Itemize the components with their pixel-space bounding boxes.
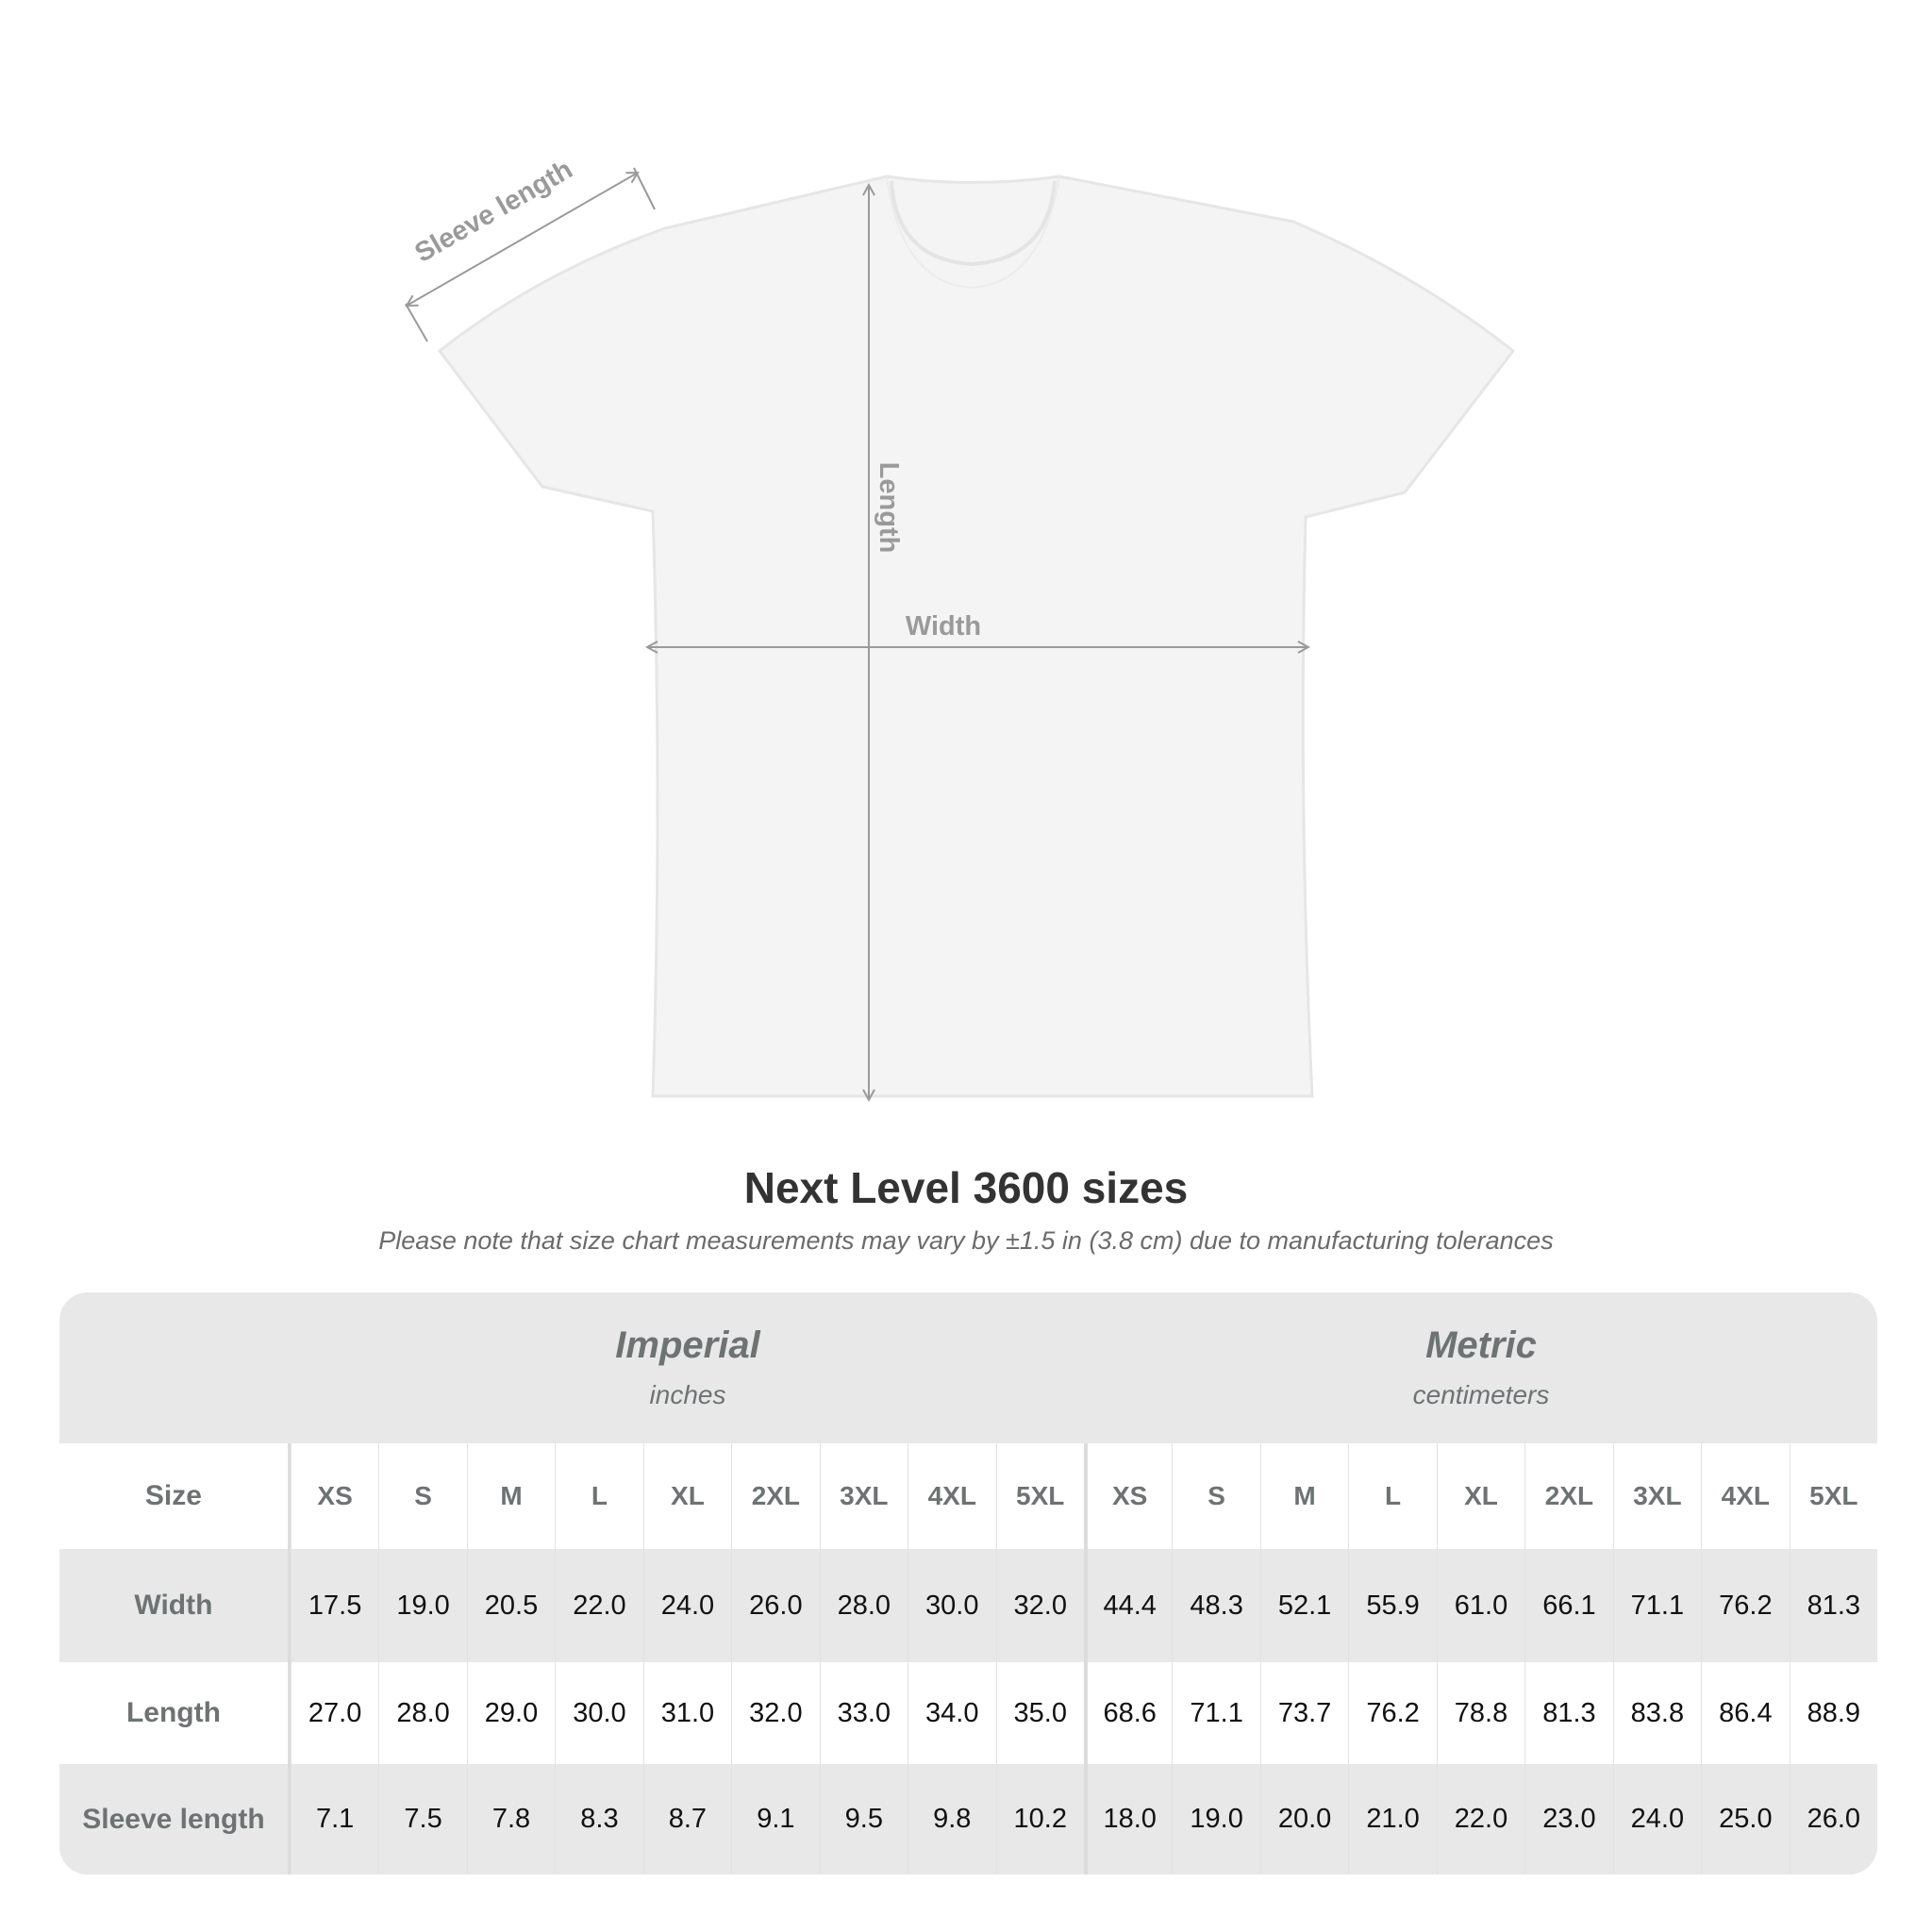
size-imperial: M <box>466 1443 555 1549</box>
imperial-value: 17.5 <box>290 1549 378 1662</box>
imperial-value: 28.0 <box>819 1549 908 1662</box>
metric-value: 52.1 <box>1259 1549 1348 1662</box>
imperial-value: 7.1 <box>290 1764 378 1874</box>
metric-value: 19.0 <box>1172 1764 1259 1874</box>
size-imperial: 2XL <box>731 1443 819 1549</box>
metric-value: 76.2 <box>1701 1549 1789 1662</box>
metric-value: 71.1 <box>1612 1549 1701 1662</box>
imperial-value: 32.0 <box>995 1549 1084 1662</box>
imperial-value: 30.0 <box>908 1549 995 1662</box>
metric-value: 48.3 <box>1172 1549 1259 1662</box>
metric-value: 73.7 <box>1259 1662 1348 1764</box>
size-metric: M <box>1259 1443 1348 1549</box>
sleeve-length-label: Sleeve length <box>410 155 578 269</box>
metric-value: 20.0 <box>1259 1764 1348 1874</box>
table-row: Length 27.0 28.0 29.0 30.0 31.0 32.0 33.0 34.0 35… <box>59 1662 1877 1764</box>
imperial-value: 30.0 <box>555 1662 642 1764</box>
tshirt-shape <box>437 175 1516 1098</box>
metric-value: 81.3 <box>1524 1662 1612 1764</box>
imperial-value: 24.0 <box>642 1549 731 1662</box>
size-metric: 2XL <box>1524 1443 1612 1549</box>
imperial-value: 9.8 <box>908 1764 995 1874</box>
imperial-value: 9.5 <box>819 1764 908 1874</box>
row-label: Width <box>59 1549 291 1662</box>
imperial-header: Imperial inches <box>291 1292 1085 1443</box>
size-imperial: S <box>378 1443 466 1549</box>
page-title: Next Level 3600 sizes <box>743 1163 1189 1212</box>
row-label: Size <box>59 1443 291 1549</box>
size-imperial: 5XL <box>995 1443 1084 1549</box>
metric-value: 23.0 <box>1524 1764 1612 1874</box>
imperial-value: 8.7 <box>642 1764 731 1874</box>
tolerance-note: Please note that size chart measurements… <box>378 1226 1554 1255</box>
imperial-value: 20.5 <box>466 1549 555 1662</box>
metric-value: 22.0 <box>1436 1764 1524 1874</box>
imperial-value: 26.0 <box>731 1549 819 1662</box>
imperial-value: 22.0 <box>555 1549 642 1662</box>
metric-value: 86.4 <box>1701 1662 1789 1764</box>
imperial-unit: inches <box>649 1380 726 1409</box>
size-metric: XS <box>1083 1443 1172 1549</box>
table-row: Sleeve length 7.1 7.5 7.8 8.3 8.7 9.1 9.5 9.8 10.… <box>59 1764 1877 1874</box>
size-metric: 4XL <box>1701 1443 1789 1549</box>
metric-value: 88.9 <box>1789 1662 1877 1764</box>
metric-value: 26.0 <box>1789 1764 1877 1874</box>
sleeve-length-arrow <box>407 173 638 306</box>
metric-title: Metric <box>1425 1324 1537 1366</box>
metric-value: 44.4 <box>1083 1549 1172 1662</box>
imperial-value: 33.0 <box>819 1662 908 1764</box>
metric-value: 76.2 <box>1348 1662 1436 1764</box>
metric-value: 61.0 <box>1436 1549 1524 1662</box>
imperial-value: 29.0 <box>466 1662 555 1764</box>
metric-unit: centimeters <box>1412 1380 1550 1409</box>
imperial-value: 7.5 <box>378 1764 466 1874</box>
tshirt-diagram: Sleeve length Length Width <box>405 155 1516 1132</box>
metric-value: 81.3 <box>1789 1549 1877 1662</box>
collar <box>890 180 1057 267</box>
metric-value: 25.0 <box>1701 1764 1789 1874</box>
imperial-value: 28.0 <box>378 1662 466 1764</box>
metric-value: 66.1 <box>1524 1549 1612 1662</box>
metric-value: 55.9 <box>1348 1549 1436 1662</box>
size-header-row: Size XS S M L XL 2XL 3XL 4XL 5XL XS S M L XL 2XL 3XL 4XL 5… <box>59 1443 1877 1549</box>
metric-value: 24.0 <box>1612 1764 1701 1874</box>
size-imperial: XL <box>642 1443 731 1549</box>
imperial-value: 35.0 <box>995 1662 1084 1764</box>
imperial-value: 31.0 <box>642 1662 731 1764</box>
length-label: Length <box>874 462 904 554</box>
metric-value: 21.0 <box>1348 1764 1436 1874</box>
imperial-value: 7.8 <box>466 1764 555 1874</box>
size-metric: 3XL <box>1612 1443 1701 1549</box>
imperial-value: 8.3 <box>555 1764 642 1874</box>
size-imperial: 4XL <box>908 1443 995 1549</box>
row-label: Length <box>59 1662 291 1764</box>
imperial-value: 27.0 <box>290 1662 378 1764</box>
size-table: Imperial inches Metric centimeters Size X… <box>59 1292 1877 1874</box>
metric-value: 68.6 <box>1083 1662 1172 1764</box>
imperial-value: 32.0 <box>731 1662 819 1764</box>
imperial-value: 10.2 <box>995 1764 1084 1874</box>
metric-value: 78.8 <box>1436 1662 1524 1764</box>
size-metric: L <box>1348 1443 1436 1549</box>
size-imperial: L <box>555 1443 642 1549</box>
metric-header: Metric centimeters <box>1085 1292 1877 1443</box>
size-imperial: XS <box>290 1443 378 1549</box>
width-label: Width <box>906 611 981 641</box>
size-metric: XL <box>1436 1443 1524 1549</box>
metric-value: 83.8 <box>1612 1662 1701 1764</box>
table-row: Width 17.5 19.0 20.5 22.0 24.0 26.0 28.0 30.0 32.… <box>59 1549 1877 1662</box>
row-label: Sleeve length <box>59 1764 291 1874</box>
metric-value: 18.0 <box>1083 1764 1172 1874</box>
imperial-title: Imperial <box>615 1324 760 1366</box>
imperial-value: 34.0 <box>908 1662 995 1764</box>
imperial-value: 19.0 <box>378 1549 466 1662</box>
metric-value: 71.1 <box>1172 1662 1259 1764</box>
imperial-value: 9.1 <box>731 1764 819 1874</box>
size-metric: S <box>1172 1443 1259 1549</box>
size-imperial: 3XL <box>819 1443 908 1549</box>
size-metric: 5XL <box>1789 1443 1877 1549</box>
